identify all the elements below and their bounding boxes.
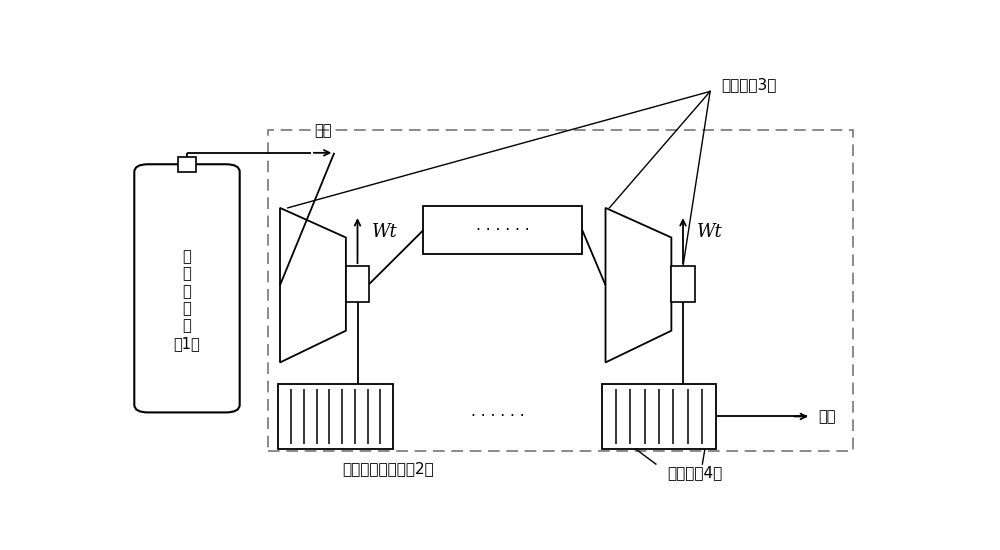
- Text: · · · · · ·: · · · · · ·: [476, 223, 530, 238]
- Text: Wt: Wt: [371, 223, 397, 241]
- Text: 氢气: 氢气: [819, 409, 836, 424]
- Bar: [602, 384, 716, 449]
- Text: 换热器（4）: 换热器（4）: [667, 465, 722, 480]
- Bar: [346, 266, 369, 302]
- Text: 氢气: 氢气: [314, 123, 331, 138]
- Text: Wt: Wt: [697, 223, 723, 241]
- Text: 高
压
氢
气
罐
（1）: 高 压 氢 气 罐 （1）: [174, 249, 200, 351]
- Bar: [423, 206, 582, 255]
- Bar: [268, 129, 853, 452]
- Text: 膨胀机（3）: 膨胀机（3）: [721, 78, 777, 92]
- Polygon shape: [280, 208, 346, 362]
- Bar: [671, 266, 695, 302]
- Polygon shape: [606, 208, 671, 362]
- Bar: [178, 157, 196, 172]
- Text: 压力能回收系统（2）: 压力能回收系统（2）: [343, 461, 434, 476]
- Text: · · · · · ·: · · · · · ·: [471, 409, 524, 424]
- Bar: [278, 384, 393, 449]
- FancyBboxPatch shape: [134, 164, 240, 412]
